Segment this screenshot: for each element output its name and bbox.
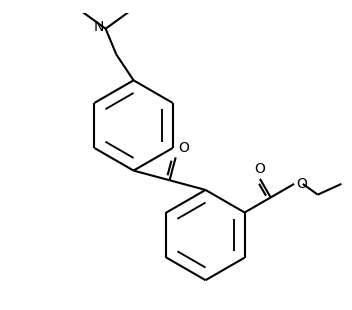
- Text: O: O: [178, 141, 189, 155]
- Text: N: N: [94, 20, 104, 33]
- Text: O: O: [254, 162, 265, 175]
- Text: O: O: [296, 177, 307, 191]
